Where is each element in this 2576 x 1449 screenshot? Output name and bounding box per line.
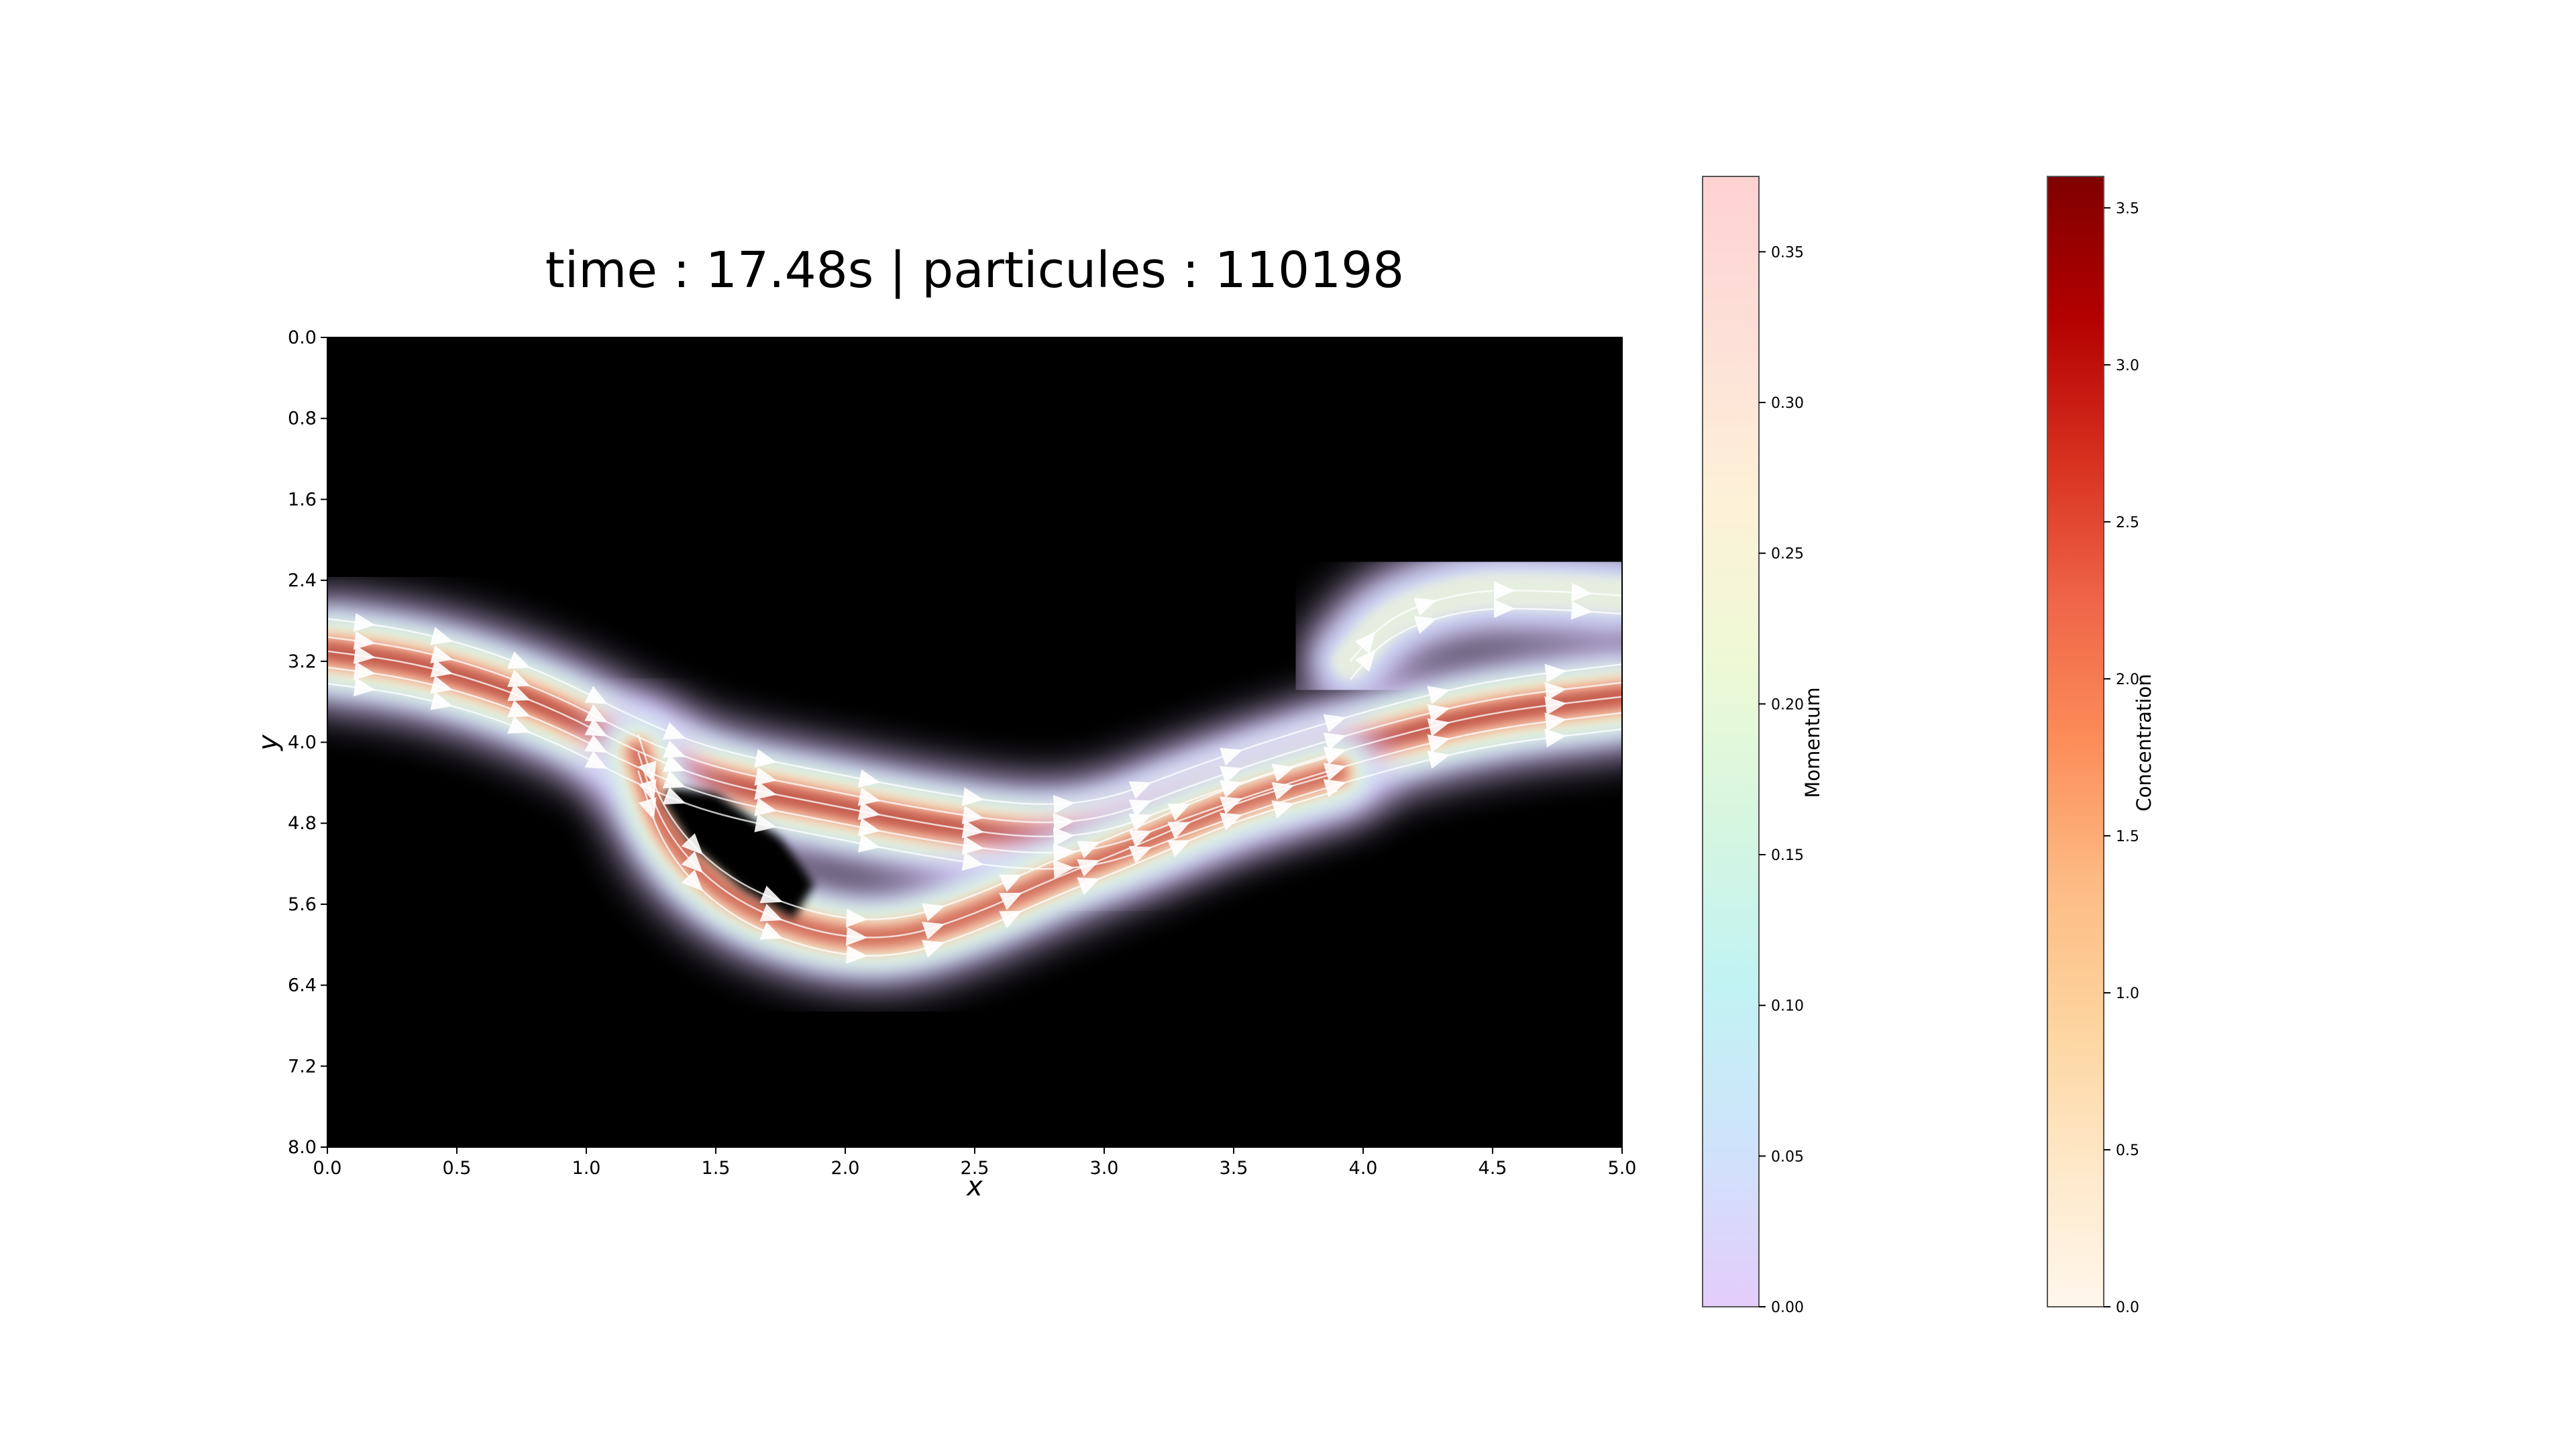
x-tick-label: 5.0 [1608, 1158, 1637, 1179]
momentum-colorbar-gradient [1702, 176, 1760, 1307]
colorbar-tick-label: 0.20 [1771, 696, 1804, 713]
colorbar-tick-label: 0.05 [1771, 1148, 1804, 1165]
y-tick-label: 0.8 [288, 409, 317, 429]
streamlines [327, 581, 1622, 964]
plot-area [327, 337, 1622, 1147]
x-tick-label: 4.0 [1349, 1158, 1378, 1179]
colorbar-tick-label: 0.35 [1771, 244, 1804, 261]
colorbar-tick-label: 0.5 [2116, 1142, 2139, 1159]
colorbar-tick-label: 3.5 [2116, 201, 2139, 217]
momentum-colorbar: 0.00 0.05 0.10 0.15 0.20 0.25 0.30 0.35 Momentu… [1702, 176, 1824, 1316]
colorbar-tick-label: 0.00 [1771, 1299, 1804, 1316]
colorbar-tick-label: 1.0 [2116, 985, 2139, 1002]
y-axis-ticks: 0.0 0.8 1.6 2.4 3.2 4.0 4.8 5.6 6.4 7.2 8.0 [288, 327, 327, 1158]
y-tick-label: 5.6 [288, 894, 317, 915]
y-tick-label: 6.4 [288, 975, 317, 996]
chart-title: time : 17.48s | particules : 110198 [545, 241, 1405, 299]
concentration-colorbar-gradient [2047, 176, 2104, 1307]
colorbar-tick-label: 2.0 [2116, 672, 2139, 688]
concentration-colorbar-label: Concentration [2133, 674, 2155, 811]
x-tick-label: 1.5 [702, 1158, 731, 1179]
x-axis-label: x [965, 1171, 983, 1202]
colorbar-tick-label: 0.30 [1771, 395, 1804, 412]
x-tick-label: 0.0 [313, 1158, 342, 1179]
streamline [637, 770, 1338, 964]
colorbar-tick-label: 0.25 [1771, 546, 1804, 563]
streamline [1349, 599, 1622, 680]
x-tick-label: 3.5 [1220, 1158, 1248, 1179]
colorbar-tick-label: 1.5 [2116, 828, 2139, 845]
x-tick-label: 2.0 [831, 1158, 860, 1179]
colorbar-tick-label: 2.5 [2116, 515, 2139, 531]
x-tick-label: 3.0 [1090, 1158, 1119, 1179]
momentum-colorbar-ticks: 0.00 0.05 0.10 0.15 0.20 0.25 0.30 0.35 [1759, 244, 1804, 1316]
momentum-colorbar-label: Momentum [1801, 687, 1824, 798]
y-tick-label: 7.2 [288, 1056, 317, 1077]
y-tick-label: 8.0 [288, 1137, 317, 1158]
x-axis-ticks: 0.0 0.5 1.0 1.5 2.0 2.5 3.0 3.5 4.0 4.5 5.0 [313, 1147, 1637, 1179]
y-tick-label: 4.8 [288, 813, 317, 834]
concentration-colorbar: 0.0 0.5 1.0 1.5 2.0 2.5 3.0 3.5 Concentration [2047, 176, 2155, 1316]
y-tick-label: 2.4 [288, 570, 317, 591]
x-tick-label: 2.5 [961, 1158, 989, 1179]
concentration-colorbar-ticks: 0.0 0.5 1.0 1.5 2.0 2.5 3.0 3.5 [2104, 201, 2139, 1316]
y-tick-label: 3.2 [288, 651, 317, 672]
x-tick-label: 4.5 [1479, 1158, 1507, 1179]
y-tick-label: 4.0 [288, 733, 317, 753]
colorbar-tick-label: 0.0 [2116, 1299, 2139, 1316]
y-axis-label: y [253, 734, 284, 751]
y-tick-label: 0.0 [288, 327, 317, 348]
x-tick-label: 0.5 [443, 1158, 472, 1179]
colorbar-tick-label: 3.0 [2116, 358, 2139, 374]
colorbar-tick-label: 0.15 [1771, 847, 1804, 864]
x-tick-label: 1.0 [572, 1158, 601, 1179]
y-tick-label: 1.6 [288, 489, 317, 510]
colorbar-tick-label: 0.10 [1771, 998, 1804, 1015]
